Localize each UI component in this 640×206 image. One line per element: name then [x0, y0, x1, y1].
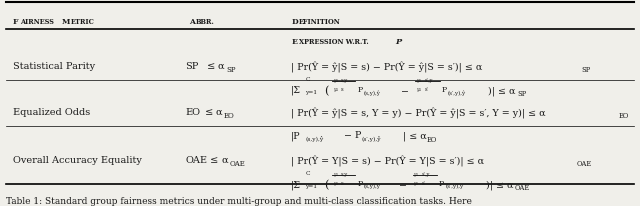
- Text: μ: μ: [417, 77, 420, 82]
- Text: α: α: [218, 62, 224, 71]
- Text: P: P: [396, 38, 402, 46]
- Text: s′: s′: [424, 87, 428, 91]
- Text: A: A: [189, 18, 195, 26]
- Text: P: P: [357, 179, 362, 187]
- Text: s′,y: s′,y: [424, 77, 433, 82]
- Text: μ: μ: [333, 87, 337, 91]
- Text: s,y: s,y: [341, 77, 348, 82]
- Text: (s,y),y: (s,y),y: [364, 183, 380, 188]
- Text: D: D: [291, 18, 298, 26]
- Text: | Pr(Ŷ = ŷ|S = s, Y = y) − Pr(Ŷ = ŷ|S = s′, Y = y)| ≤ α: | Pr(Ŷ = ŷ|S = s, Y = y) − Pr(Ŷ = ŷ|S = …: [291, 107, 546, 118]
- Text: − P: − P: [344, 131, 361, 140]
- Text: s′: s′: [422, 180, 426, 185]
- Text: EO: EO: [224, 111, 235, 119]
- Text: | Pr(Ŷ = ŷ|S = s) − Pr(Ŷ = ŷ|S = s′)| ≤ α: | Pr(Ŷ = ŷ|S = s) − Pr(Ŷ = ŷ|S = s′)| ≤ …: [291, 62, 483, 73]
- Text: α: α: [221, 156, 228, 164]
- Text: OAE: OAE: [515, 183, 530, 191]
- Text: |P: |P: [291, 131, 301, 140]
- Text: EO: EO: [426, 135, 436, 143]
- Text: (: (: [324, 179, 329, 190]
- Text: SP: SP: [186, 62, 199, 71]
- Text: y=1: y=1: [305, 90, 317, 95]
- Text: SP: SP: [226, 66, 236, 74]
- Text: Statistical Parity: Statistical Parity: [13, 62, 95, 71]
- Text: EFINITION: EFINITION: [299, 18, 340, 26]
- Text: )| ≤ α: )| ≤ α: [486, 179, 513, 189]
- Text: OAE: OAE: [577, 160, 592, 168]
- Text: y=1: y=1: [305, 183, 317, 188]
- Text: ≤: ≤: [204, 62, 218, 71]
- Text: EO: EO: [186, 107, 200, 116]
- Text: OAE: OAE: [186, 156, 207, 164]
- Text: E: E: [291, 38, 297, 46]
- Text: Overall Accuracy Equality: Overall Accuracy Equality: [13, 156, 141, 164]
- Text: P: P: [439, 179, 444, 187]
- Text: SP: SP: [581, 66, 590, 74]
- Text: (s′,y),ŷ: (s′,y),ŷ: [448, 90, 466, 95]
- Text: EO: EO: [618, 111, 628, 119]
- Text: ≤: ≤: [202, 107, 216, 116]
- Text: s: s: [341, 87, 344, 91]
- Text: OAE: OAE: [230, 160, 246, 168]
- Text: (s′,y),ŷ: (s′,y),ŷ: [362, 135, 381, 141]
- Text: −: −: [399, 179, 407, 188]
- Text: (s,y),ŷ: (s,y),ŷ: [305, 135, 324, 141]
- Text: s,y: s,y: [341, 171, 348, 176]
- Text: XPRESSION W.R.T.: XPRESSION W.R.T.: [299, 38, 371, 46]
- Text: (s,y),ŷ: (s,y),ŷ: [364, 90, 380, 95]
- Text: |Σ: |Σ: [291, 179, 301, 189]
- Text: s′,y: s′,y: [422, 171, 430, 176]
- Text: P: P: [357, 85, 362, 94]
- Text: | Pr(Ŷ = Y|S = s) − Pr(Ŷ = Y|S = s′)| ≤ α: | Pr(Ŷ = Y|S = s) − Pr(Ŷ = Y|S = s′)| ≤ …: [291, 156, 484, 166]
- Text: P: P: [442, 85, 447, 94]
- Text: −: −: [401, 85, 410, 94]
- Text: (: (: [324, 85, 329, 96]
- Text: M: M: [62, 18, 70, 26]
- Text: ETRIC: ETRIC: [70, 18, 94, 26]
- Text: | ≤ α: | ≤ α: [403, 131, 427, 140]
- Text: )| ≤ α: )| ≤ α: [488, 85, 516, 95]
- Text: C: C: [305, 76, 310, 81]
- Text: μ: μ: [333, 171, 337, 176]
- Text: μ: μ: [414, 171, 418, 176]
- Text: s: s: [341, 180, 344, 185]
- Text: Equalized Odds: Equalized Odds: [13, 107, 90, 116]
- Text: SP: SP: [518, 90, 527, 98]
- Text: AIRNESS: AIRNESS: [20, 18, 56, 26]
- Text: μ: μ: [414, 180, 418, 185]
- Text: μ: μ: [333, 77, 337, 82]
- Text: μ: μ: [333, 180, 337, 185]
- Text: ≤: ≤: [207, 156, 221, 164]
- Text: α: α: [216, 107, 222, 116]
- Text: Table 1: Standard group fairness metrics under multi-group and multi-class class: Table 1: Standard group fairness metrics…: [6, 196, 472, 205]
- Text: BBR.: BBR.: [196, 18, 214, 26]
- Text: C: C: [305, 170, 310, 175]
- Text: |Σ: |Σ: [291, 85, 301, 95]
- Text: F: F: [13, 18, 19, 26]
- Text: (s′,y),y: (s′,y),y: [445, 183, 463, 188]
- Text: μ: μ: [417, 87, 420, 91]
